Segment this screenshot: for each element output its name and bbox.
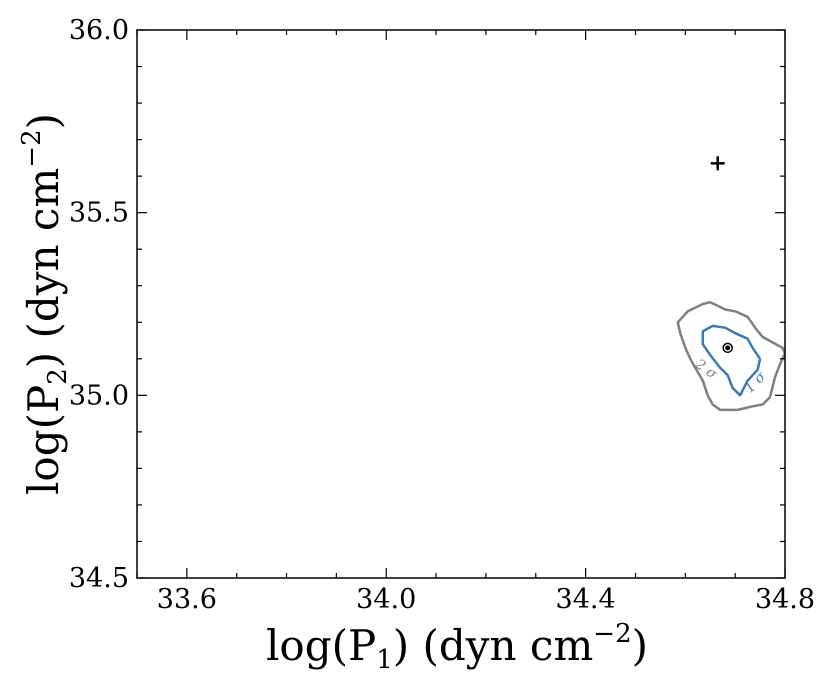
contour-label-2sigma: 2 σ xyxy=(691,356,720,383)
dot-marker-ring xyxy=(722,342,733,354)
y-tick-label: 35.5 xyxy=(69,198,129,229)
dot-marker-core xyxy=(725,345,731,351)
x-tick-label: 34.8 xyxy=(755,584,815,615)
dot-marker xyxy=(722,342,733,354)
contour-lines: 2 σ 1 σ xyxy=(676,300,785,412)
y-tick-label: 35.0 xyxy=(69,380,129,411)
axis-ticks xyxy=(136,29,786,579)
x-tick-label: 34.0 xyxy=(356,584,416,615)
plus-marker xyxy=(710,156,725,171)
y-tick-label: 34.5 xyxy=(69,563,129,594)
y-tick-label: 36.0 xyxy=(69,15,129,46)
x-axis-title: log(P1) (dyn cm−2) xyxy=(266,619,648,675)
x-tick-label: 34.4 xyxy=(556,584,616,615)
contour-label-1sigma: 1 σ xyxy=(742,369,770,397)
x-tick-label: 33.6 xyxy=(157,584,217,615)
y-axis-title: log(P2) (dyn cm−2) xyxy=(17,113,73,495)
contour-2sigma xyxy=(676,300,785,412)
contour-1sigma xyxy=(701,324,762,397)
tick-labels: 33.6 34.0 34.4 34.8 34.5 35.0 35.5 36.0 xyxy=(69,15,815,615)
plot-frame xyxy=(136,29,786,579)
point-markers xyxy=(710,156,733,354)
